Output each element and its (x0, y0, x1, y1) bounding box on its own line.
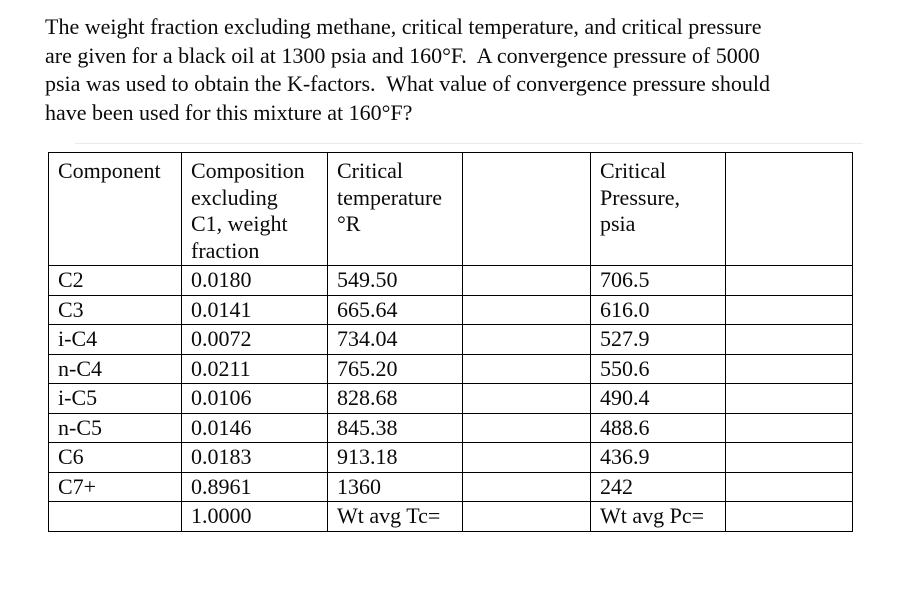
table-cell: 1360 (327, 471, 463, 502)
table-cell: 0.0146 (181, 412, 328, 443)
table-cell (725, 353, 853, 384)
composition-table: Component Composition excluding C1, weig… (48, 152, 853, 532)
table-cell (725, 265, 853, 296)
table-row: 1.0000 Wt avg Tc= Wt avg Pc= (48, 501, 853, 532)
table-cell: Wt avg Pc= (590, 501, 726, 532)
table-cell: 550.6 (590, 353, 726, 384)
table-row: n-C5 0.0146 845.38 488.6 (48, 412, 853, 443)
table-cell: Wt avg Tc= (327, 501, 463, 532)
table-cell (725, 294, 853, 325)
table-header-row: Component Composition excluding C1, weig… (48, 152, 853, 266)
table-cell: 828.68 (327, 383, 463, 414)
header-component: Component (48, 152, 182, 266)
table-cell (462, 501, 591, 532)
table-cell: 665.64 (327, 294, 463, 325)
table-cell (462, 442, 591, 473)
header-composition-excluding-c1: Composition excluding C1, weight fractio… (181, 152, 328, 266)
table-cell (462, 265, 591, 296)
table-cell (462, 294, 591, 325)
table-cell: C2 (48, 265, 182, 296)
table-cell: 1.0000 (181, 501, 328, 532)
table-row: n-C4 0.0211 765.20 550.6 (48, 353, 853, 384)
table-cell: C3 (48, 294, 182, 325)
table-cell: 549.50 (327, 265, 463, 296)
table-cell: n-C4 (48, 353, 182, 384)
table-cell: C6 (48, 442, 182, 473)
table-body: C2 0.0180 549.50 706.5 C3 0.0141 665.64 616.0 i-… (48, 265, 853, 532)
header-blank-2 (725, 152, 853, 266)
table-cell: 488.6 (590, 412, 726, 443)
table-cell (462, 353, 591, 384)
table-cell: C7+ (48, 471, 182, 502)
table-cell (725, 324, 853, 355)
table-cell: 616.0 (590, 294, 726, 325)
table-cell (462, 383, 591, 414)
table-header: Component Composition excluding C1, weig… (48, 152, 853, 266)
header-critical-temperature: Critical temperature °R (327, 152, 463, 266)
table-cell: 765.20 (327, 353, 463, 384)
table-cell (462, 471, 591, 502)
table-cell (462, 412, 591, 443)
faint-divider-line (75, 143, 863, 144)
table-cell (48, 501, 182, 532)
table-cell: 0.0183 (181, 442, 328, 473)
table-row: C2 0.0180 549.50 706.5 (48, 265, 853, 296)
problem-statement: The weight fraction excluding methane, c… (45, 14, 770, 125)
header-critical-pressure: Critical Pressure, psia (590, 152, 726, 266)
table-cell: 734.04 (327, 324, 463, 355)
table-cell: 0.0141 (181, 294, 328, 325)
table-cell: 0.0106 (181, 383, 328, 414)
table-cell: 706.5 (590, 265, 726, 296)
table-cell: 490.4 (590, 383, 726, 414)
table-row: C6 0.0183 913.18 436.9 (48, 442, 853, 473)
table-cell: 0.0211 (181, 353, 328, 384)
table-row: i-C4 0.0072 734.04 527.9 (48, 324, 853, 355)
table-cell (725, 383, 853, 414)
table-cell: 845.38 (327, 412, 463, 443)
table-cell (725, 471, 853, 502)
table-cell: i-C5 (48, 383, 182, 414)
header-blank-1 (462, 152, 591, 266)
table-cell: 242 (590, 471, 726, 502)
table-cell: i-C4 (48, 324, 182, 355)
table-cell: 0.8961 (181, 471, 328, 502)
table-cell: 527.9 (590, 324, 726, 355)
table-cell: 913.18 (327, 442, 463, 473)
table-cell: 436.9 (590, 442, 726, 473)
table-cell: n-C5 (48, 412, 182, 443)
table-cell (462, 324, 591, 355)
table-row: C3 0.0141 665.64 616.0 (48, 294, 853, 325)
table-row: C7+ 0.8961 1360 242 (48, 471, 853, 502)
table-cell: 0.0072 (181, 324, 328, 355)
table-cell (725, 442, 853, 473)
table-cell: 0.0180 (181, 265, 328, 296)
table-cell (725, 412, 853, 443)
table-row: i-C5 0.0106 828.68 490.4 (48, 383, 853, 414)
table-cell (725, 501, 853, 532)
